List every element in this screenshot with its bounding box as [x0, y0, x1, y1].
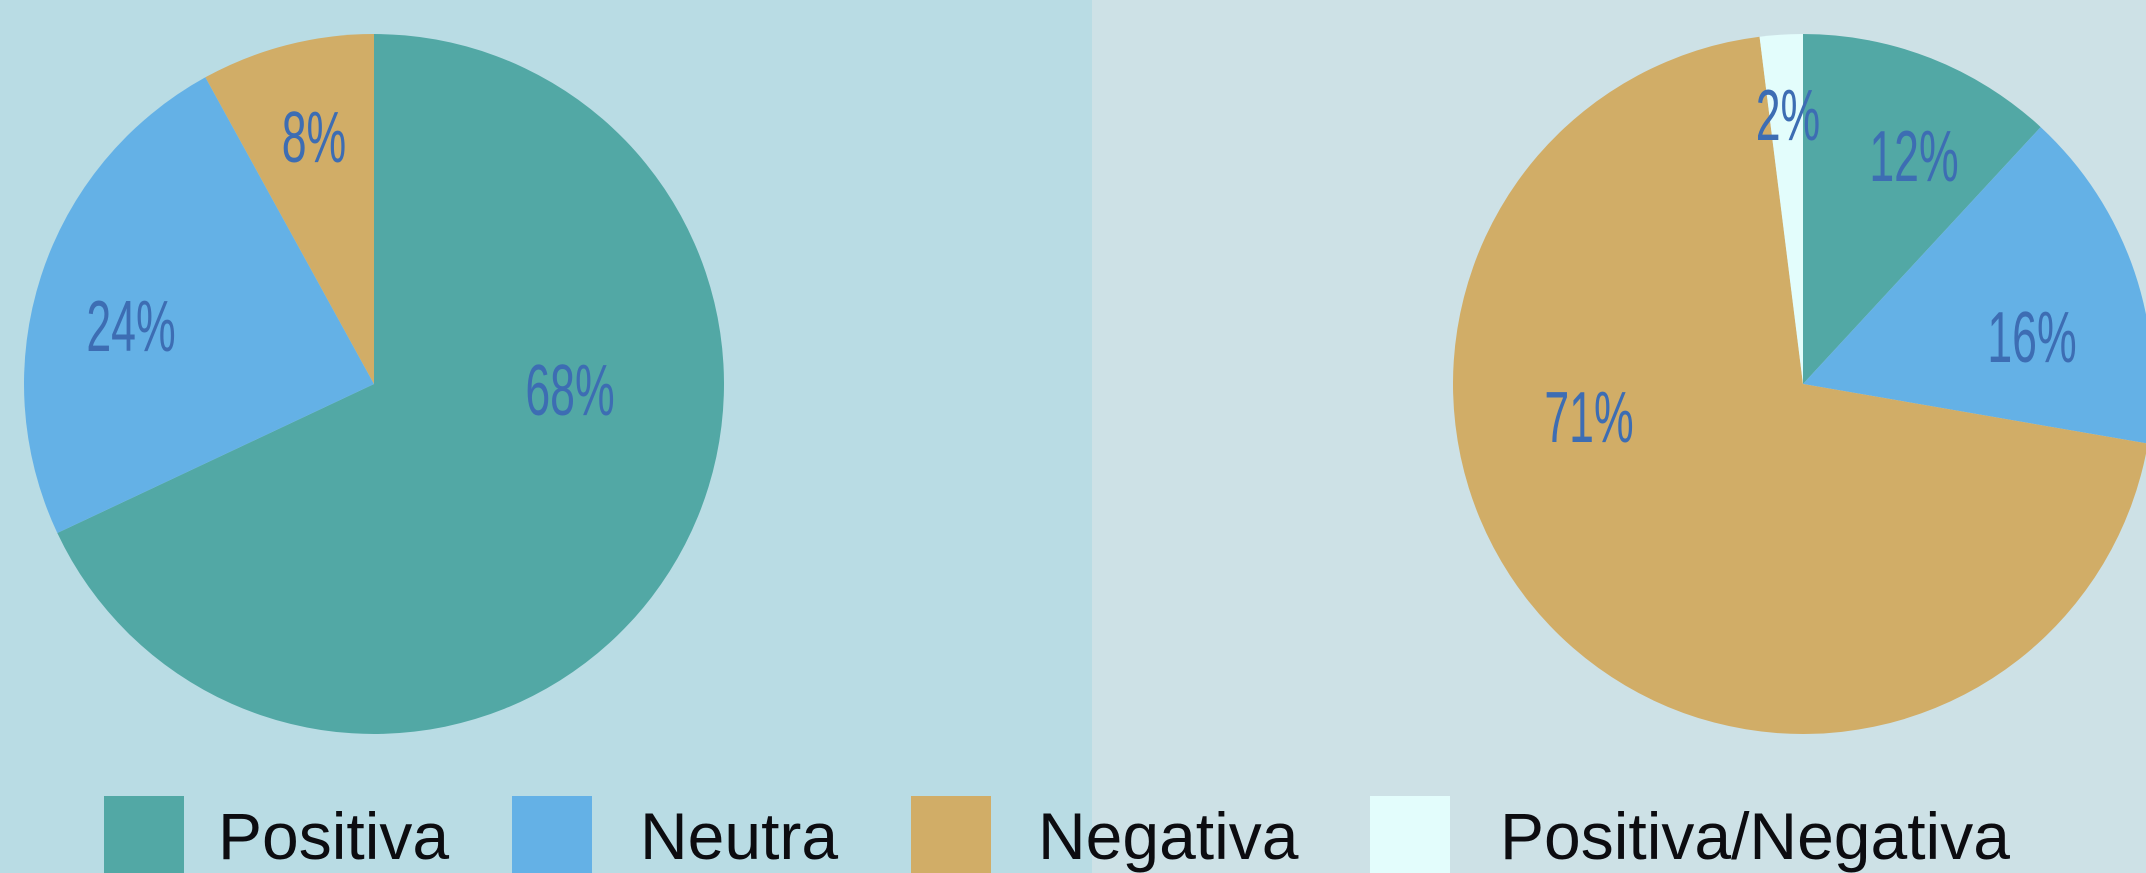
legend-label-neutra: Neutra	[640, 799, 839, 873]
legend-item-negativa	[911, 796, 991, 873]
legend-item-neutra	[512, 796, 592, 873]
pie-label-positiva: 68%	[525, 350, 614, 431]
legend-item-positiva-negativa	[1370, 796, 1450, 873]
pie-label-negativa: 8%	[282, 97, 347, 178]
pie-slice-negativa	[205, 34, 374, 384]
pie-label-negativa: 71%	[1544, 377, 1633, 458]
pie-label-neutra: 24%	[86, 286, 175, 367]
pie-label-positiva-negativa: 2%	[1756, 75, 1821, 156]
legend-label-positiva-negativa: Positiva/Negativa	[1500, 799, 2010, 873]
legend-swatch-positiva	[104, 796, 184, 873]
pie-label-positiva: 12%	[1869, 116, 1958, 197]
pie-label-neutra: 16%	[1987, 297, 2076, 378]
legend-swatch-negativa	[911, 796, 991, 873]
pie-chart-left: 68% 24% 8%	[23, 34, 724, 734]
pie-slice-neutra	[1803, 127, 2146, 444]
legend-swatch-neutra	[512, 796, 592, 873]
pie-slice-positiva	[57, 34, 724, 734]
pie-slice-positiva	[1803, 34, 2041, 384]
pie-slice-negativa	[1453, 36, 2146, 734]
legend-item-positiva	[104, 796, 184, 873]
legend: Positiva Neutra Negativa Positiva/Negati…	[0, 796, 2146, 873]
legend-swatch-positiva-negativa	[1370, 796, 1450, 873]
legend-label-negativa: Negativa	[1038, 799, 1299, 873]
pie-slice-positiva-negativa	[1759, 34, 1803, 384]
legend-label-positiva: Positiva	[218, 799, 450, 873]
pie-chart-right: 12% 16% 71% 2%	[1453, 34, 2146, 734]
pie-slice-neutra	[23, 77, 374, 534]
